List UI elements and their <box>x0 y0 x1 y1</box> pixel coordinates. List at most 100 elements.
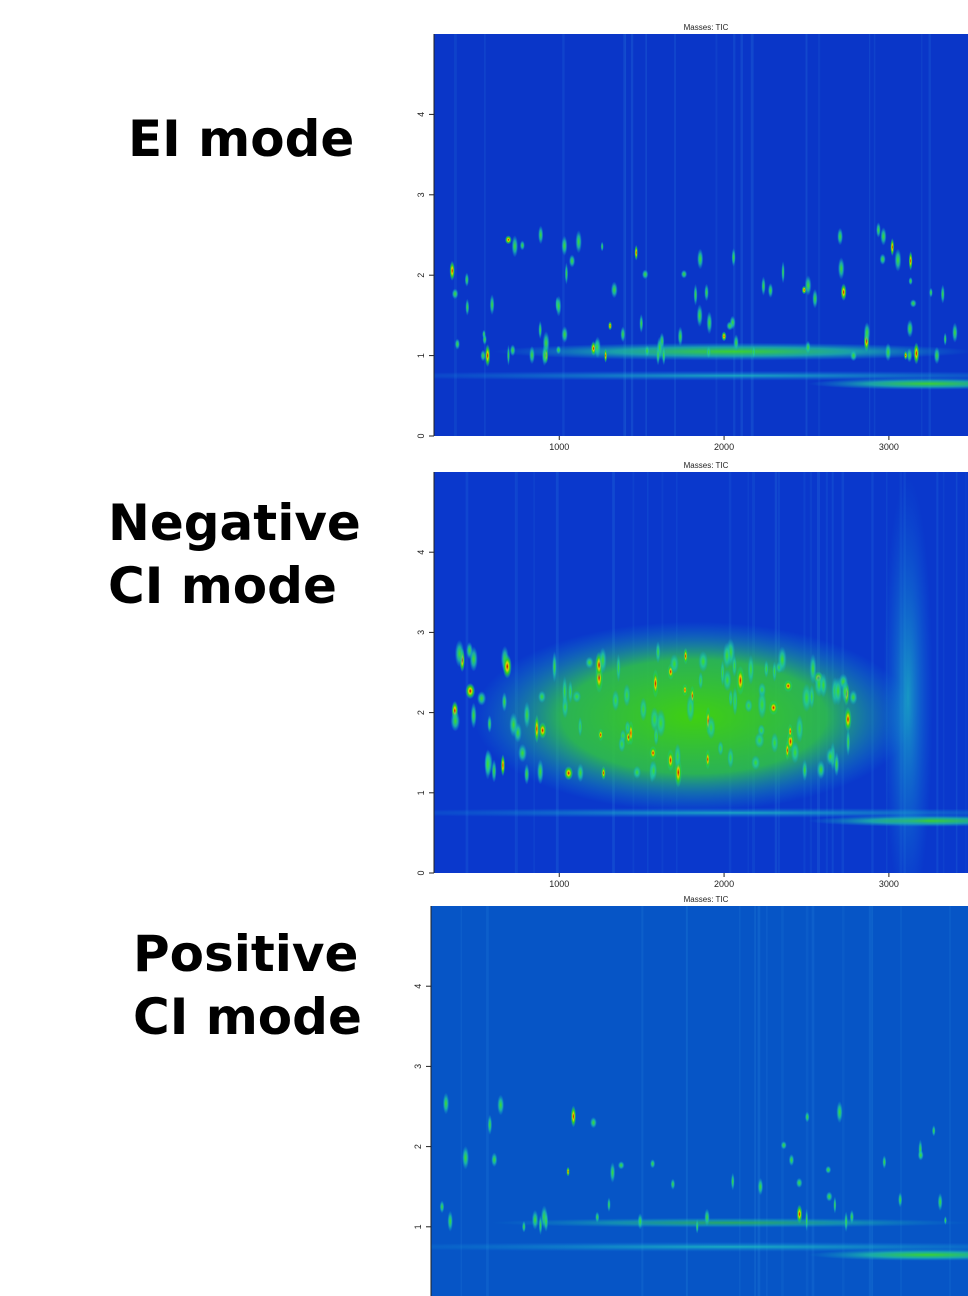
peak <box>601 765 606 780</box>
peak <box>624 720 631 735</box>
peak <box>652 668 659 699</box>
peak <box>576 763 584 783</box>
streak <box>873 34 876 436</box>
peak <box>697 248 704 270</box>
peak <box>639 697 647 722</box>
peak <box>487 714 492 733</box>
y-tick-label: 2 <box>416 710 426 715</box>
peak <box>611 689 620 712</box>
peak <box>903 350 908 361</box>
peak <box>519 240 525 251</box>
peak <box>634 244 638 261</box>
peak <box>809 653 817 685</box>
x-tick-label: 3000 <box>879 442 899 452</box>
peak <box>639 313 644 334</box>
peak <box>669 653 679 675</box>
peak <box>882 1155 887 1169</box>
mode-label: CI mode <box>108 557 337 615</box>
peak <box>450 710 461 732</box>
peak <box>487 1114 493 1136</box>
x-tick-label: 1000 <box>549 442 569 452</box>
peak <box>781 260 785 284</box>
peak <box>706 311 713 335</box>
peak <box>454 338 460 350</box>
peak <box>608 321 613 331</box>
peak <box>785 740 790 761</box>
peak <box>598 728 604 742</box>
peak <box>780 1140 787 1150</box>
y-tick-label: 4 <box>416 112 426 117</box>
peak <box>653 725 659 746</box>
peak <box>682 683 688 697</box>
heatmap <box>434 34 968 436</box>
peak <box>913 342 920 365</box>
peak <box>863 322 871 343</box>
streak <box>868 906 872 1296</box>
streak <box>758 906 761 1296</box>
streak <box>758 906 760 1296</box>
peak <box>476 691 487 706</box>
peak <box>849 689 858 706</box>
peak <box>568 254 576 268</box>
streak <box>623 34 626 436</box>
peak <box>555 295 562 317</box>
y-tick-label: 3 <box>413 1064 423 1069</box>
baseline-band <box>434 807 968 818</box>
y-tick-label: 0 <box>416 870 426 875</box>
y-tick-label: 1 <box>416 353 426 358</box>
peak <box>650 706 659 732</box>
peak <box>504 235 512 245</box>
peak <box>623 683 631 707</box>
peak <box>564 766 574 781</box>
peak <box>667 749 674 772</box>
peak <box>844 1211 848 1233</box>
peak <box>674 743 681 770</box>
peak <box>447 1210 453 1232</box>
peak <box>561 326 568 343</box>
peak <box>644 345 650 357</box>
peak <box>552 651 557 683</box>
peak <box>536 759 544 785</box>
peak <box>929 287 933 298</box>
streak <box>842 906 845 1296</box>
peak <box>706 715 716 740</box>
streak <box>781 906 784 1296</box>
streak <box>928 34 931 436</box>
y-tick-label: 0 <box>416 433 426 438</box>
peak <box>572 690 582 703</box>
peak <box>787 723 793 740</box>
streak <box>754 906 756 1296</box>
streak <box>766 906 768 1296</box>
peak <box>722 642 732 670</box>
x-tick-label: 3000 <box>879 879 899 889</box>
peak <box>617 1161 625 1170</box>
streak <box>674 34 676 436</box>
baseline-band <box>431 1241 968 1252</box>
peak <box>884 342 892 362</box>
peak <box>952 322 958 343</box>
peak <box>661 345 666 366</box>
peak <box>465 683 476 700</box>
cloud-edge <box>883 476 933 873</box>
peak <box>849 1209 855 1225</box>
peak <box>804 1111 810 1123</box>
x-tick-label: 1000 <box>549 879 569 889</box>
peak <box>819 672 828 698</box>
peak <box>732 686 738 716</box>
streak <box>942 472 945 873</box>
heatmap <box>434 472 968 873</box>
peak <box>931 1125 936 1137</box>
peak <box>590 1116 597 1129</box>
peak <box>497 1094 505 1116</box>
peak <box>733 334 739 352</box>
peak <box>462 1145 470 1170</box>
peak <box>449 260 455 281</box>
peak <box>655 641 661 664</box>
peak <box>649 745 657 760</box>
peak <box>933 346 940 365</box>
y-tick-label: 1 <box>413 1224 423 1229</box>
peak <box>840 283 847 301</box>
peak <box>777 646 787 674</box>
peak <box>517 743 527 763</box>
baseline-band <box>434 370 968 381</box>
